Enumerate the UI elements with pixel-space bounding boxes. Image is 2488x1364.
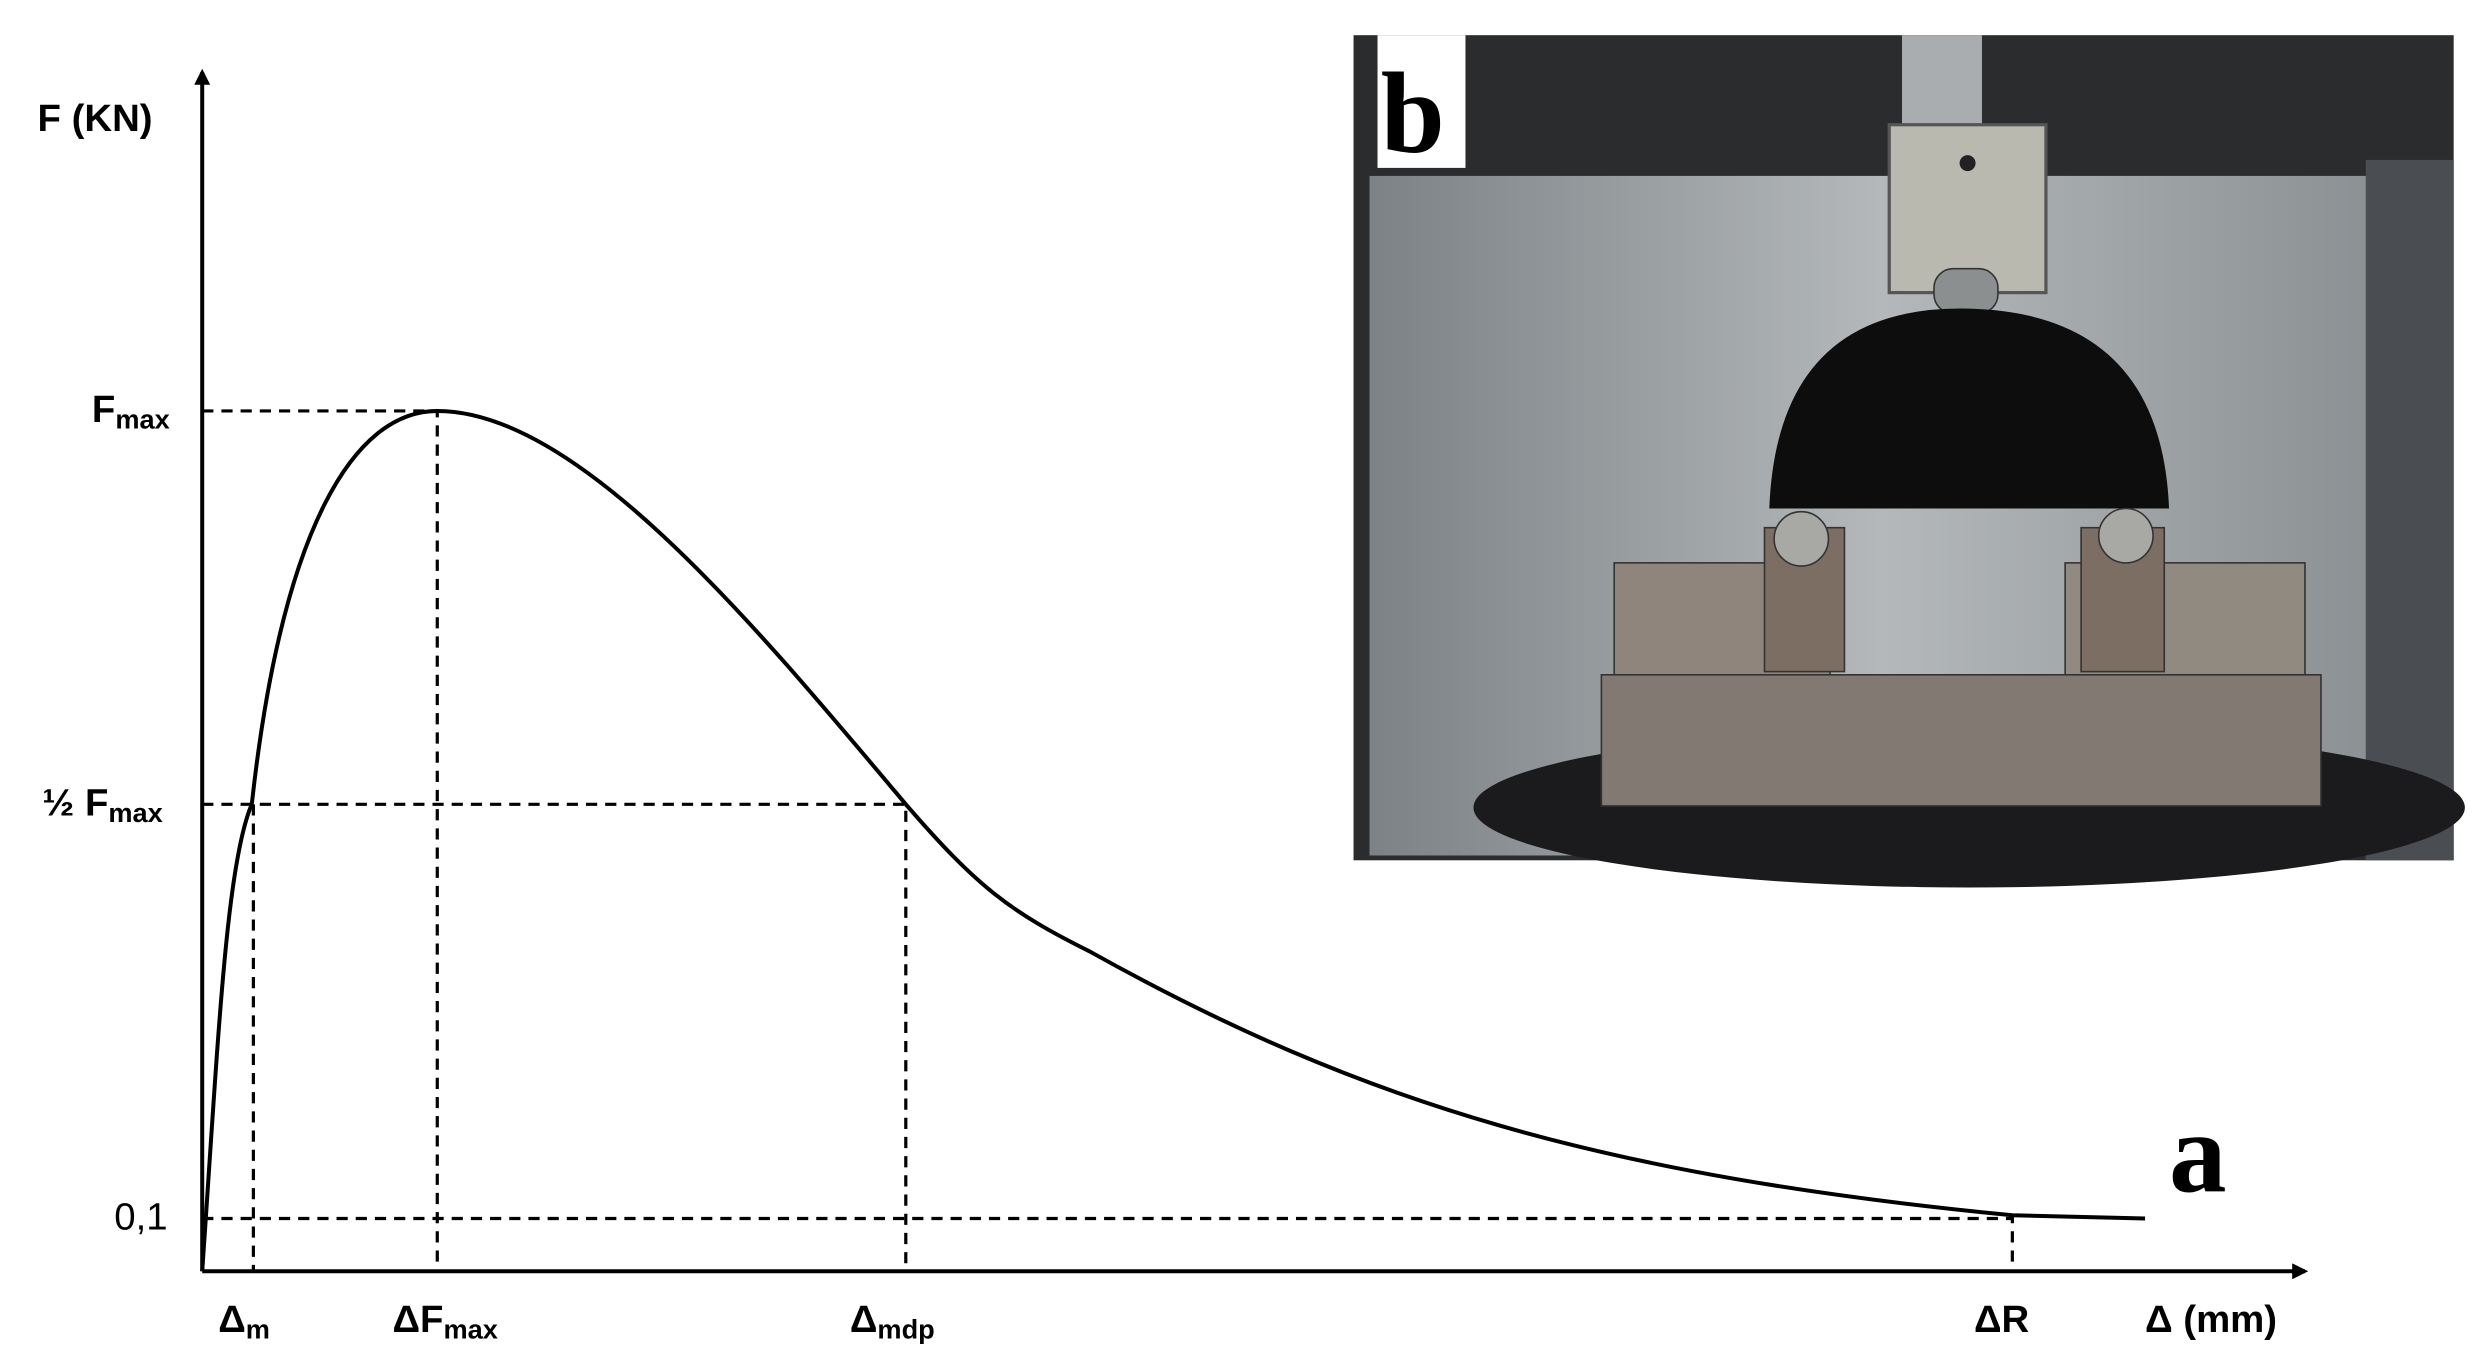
load-curve: [200, 408, 2146, 1272]
x-axis-label: Δ (mm): [2145, 1298, 2277, 1341]
x-mark: ΔR: [1974, 1298, 2029, 1341]
y-mark-main: F: [92, 388, 115, 431]
y-mark-sub: max: [115, 404, 169, 435]
y-mark-main: ½ F: [42, 782, 108, 825]
x-mark-sub: max: [444, 1313, 498, 1344]
y-axis-label: F (KN): [38, 97, 153, 140]
x-mark: ΔFmax: [392, 1298, 497, 1344]
x-mark-sub: mdp: [877, 1313, 934, 1344]
x-mark-main: Δ: [850, 1298, 878, 1341]
panel-label: a: [2169, 1088, 2227, 1216]
y-mark: Fmax: [92, 388, 170, 434]
x-mark: Δmdp: [850, 1298, 935, 1344]
y-mark: ½ Fmax: [42, 782, 162, 828]
x-mark-sub: m: [246, 1313, 270, 1344]
y-mark: 0,1: [114, 1196, 167, 1239]
x-mark-main: ΔF: [392, 1298, 443, 1341]
panel-label: b: [1381, 49, 1445, 177]
photo: b: [1353, 35, 2465, 888]
x-mark-main: Δ: [218, 1298, 246, 1341]
y-mark-sub: max: [108, 797, 162, 828]
x-mark: Δm: [218, 1298, 270, 1344]
